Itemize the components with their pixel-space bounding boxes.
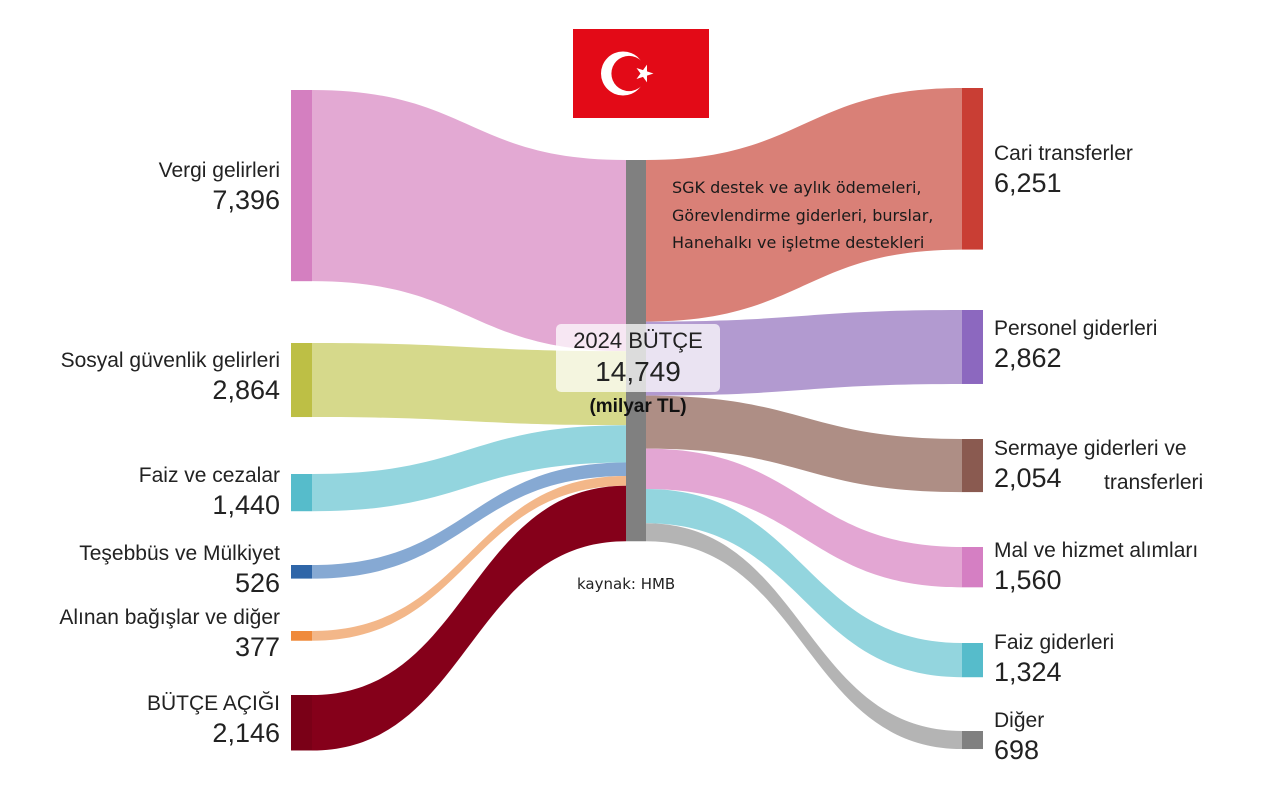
- flow-target-3: [646, 448, 962, 588]
- target-value: 1,324: [994, 657, 1062, 688]
- source-label-vergi: Vergi gelirleri 7,396: [158, 159, 280, 216]
- target-label-mal-hizmet: Mal ve hizmet alımları 1,560: [994, 539, 1199, 596]
- flow-target-4: [646, 488, 962, 678]
- target-node-bar-0: [962, 88, 983, 250]
- center-total-value: 14,749: [595, 356, 681, 387]
- flow-source-2: [312, 425, 626, 512]
- flow-source-4: [312, 476, 626, 641]
- source-label-butce-acigi: BÜTÇE AÇIĞI 2,146: [146, 692, 280, 749]
- center-total-box: [556, 324, 720, 392]
- source-value: 2,864: [212, 375, 280, 406]
- annotation-line-1: SGK destek ve aylık ödemeleri,: [672, 178, 922, 197]
- target-node-bar-3: [962, 547, 983, 588]
- target-value: 6,251: [994, 168, 1062, 199]
- target-node-bar-2: [962, 439, 983, 493]
- target-name-continuation: transferleri: [1104, 471, 1204, 494]
- target-name: Cari transferler: [994, 142, 1133, 165]
- target-label-diger: Diğer 698: [994, 709, 1045, 766]
- target-value: 2,054: [994, 463, 1062, 494]
- source-note: kaynak: HMB: [577, 575, 676, 593]
- source-label-bagislar: Alınan bağışlar ve diğer 377: [59, 606, 280, 663]
- target-node-bar-5: [962, 731, 983, 750]
- source-value: 1,440: [212, 490, 280, 521]
- center-small-label: 507: [627, 540, 646, 552]
- target-label-faiz-giderleri: Faiz giderleri 1,324: [994, 631, 1115, 688]
- source-node-bar-3: [291, 565, 312, 579]
- target-name: Sermaye giderleri ve: [994, 437, 1187, 460]
- node-bar-layer: [291, 88, 983, 751]
- source-node-bar-0: [291, 90, 312, 282]
- source-node-bar-5: [291, 695, 312, 751]
- target-value: 2,862: [994, 343, 1062, 374]
- source-value: 7,396: [212, 185, 280, 216]
- center-unit: (milyar TL): [589, 396, 687, 417]
- source-name: BÜTÇE AÇIĞI: [146, 692, 280, 715]
- turkey-flag-icon: [573, 29, 709, 118]
- target-node-bar-1: [962, 310, 983, 384]
- flow-target-5: [646, 523, 962, 750]
- source-value: 377: [234, 632, 280, 663]
- target-name: Personel giderleri: [994, 317, 1158, 340]
- flow-source-1: [312, 343, 626, 426]
- source-label-faiz: Faiz ve cezalar 1,440: [138, 464, 280, 521]
- flow-target-2: [646, 395, 962, 493]
- target-label-sermaye: Sermaye giderleri ve 2,054: [994, 437, 1187, 494]
- source-label-tesebbus: Teşebbüs ve Mülkiyet 526: [79, 542, 280, 599]
- flow-source-5: [312, 485, 626, 751]
- target-value: 698: [994, 735, 1040, 766]
- target-value: 1,560: [994, 565, 1062, 596]
- source-name: Vergi gelirleri: [158, 159, 280, 182]
- flow-target-1: [646, 310, 962, 396]
- annotation-line-3: Hanehalkı ve işletme destekleri: [672, 233, 925, 252]
- source-value: 526: [234, 568, 280, 599]
- target-name: Mal ve hizmet alımları: [994, 539, 1199, 562]
- source-value: 2,146: [212, 718, 280, 749]
- target-label-personel: Personel giderleri 2,862: [994, 317, 1158, 374]
- target-name: Faiz giderleri: [994, 631, 1115, 654]
- flow-source-3: [312, 462, 626, 579]
- flow-source-0: [312, 90, 626, 352]
- source-node-bar-1: [291, 343, 312, 418]
- flow-target-0: [646, 88, 962, 322]
- source-name: Faiz ve cezalar: [138, 464, 280, 487]
- source-name: Sosyal güvenlik gelirleri: [60, 349, 280, 372]
- target-name: Diğer: [994, 709, 1045, 732]
- target-node-bar-4: [962, 643, 983, 678]
- source-label-sosyal: Sosyal güvenlik gelirleri 2,864: [60, 349, 280, 406]
- source-name: Teşebbüs ve Mülkiyet: [79, 542, 280, 565]
- annotation-line-2: Görevlendirme giderleri, burslar,: [672, 206, 934, 225]
- source-node-bar-4: [291, 631, 312, 641]
- target-label-cari: Cari transferler 6,251: [994, 142, 1133, 199]
- source-name: Alınan bağışlar ve diğer: [59, 606, 280, 629]
- source-node-bar-2: [291, 474, 312, 512]
- flow-layer: [312, 88, 962, 751]
- center-title: 2024 BÜTÇE: [573, 328, 703, 353]
